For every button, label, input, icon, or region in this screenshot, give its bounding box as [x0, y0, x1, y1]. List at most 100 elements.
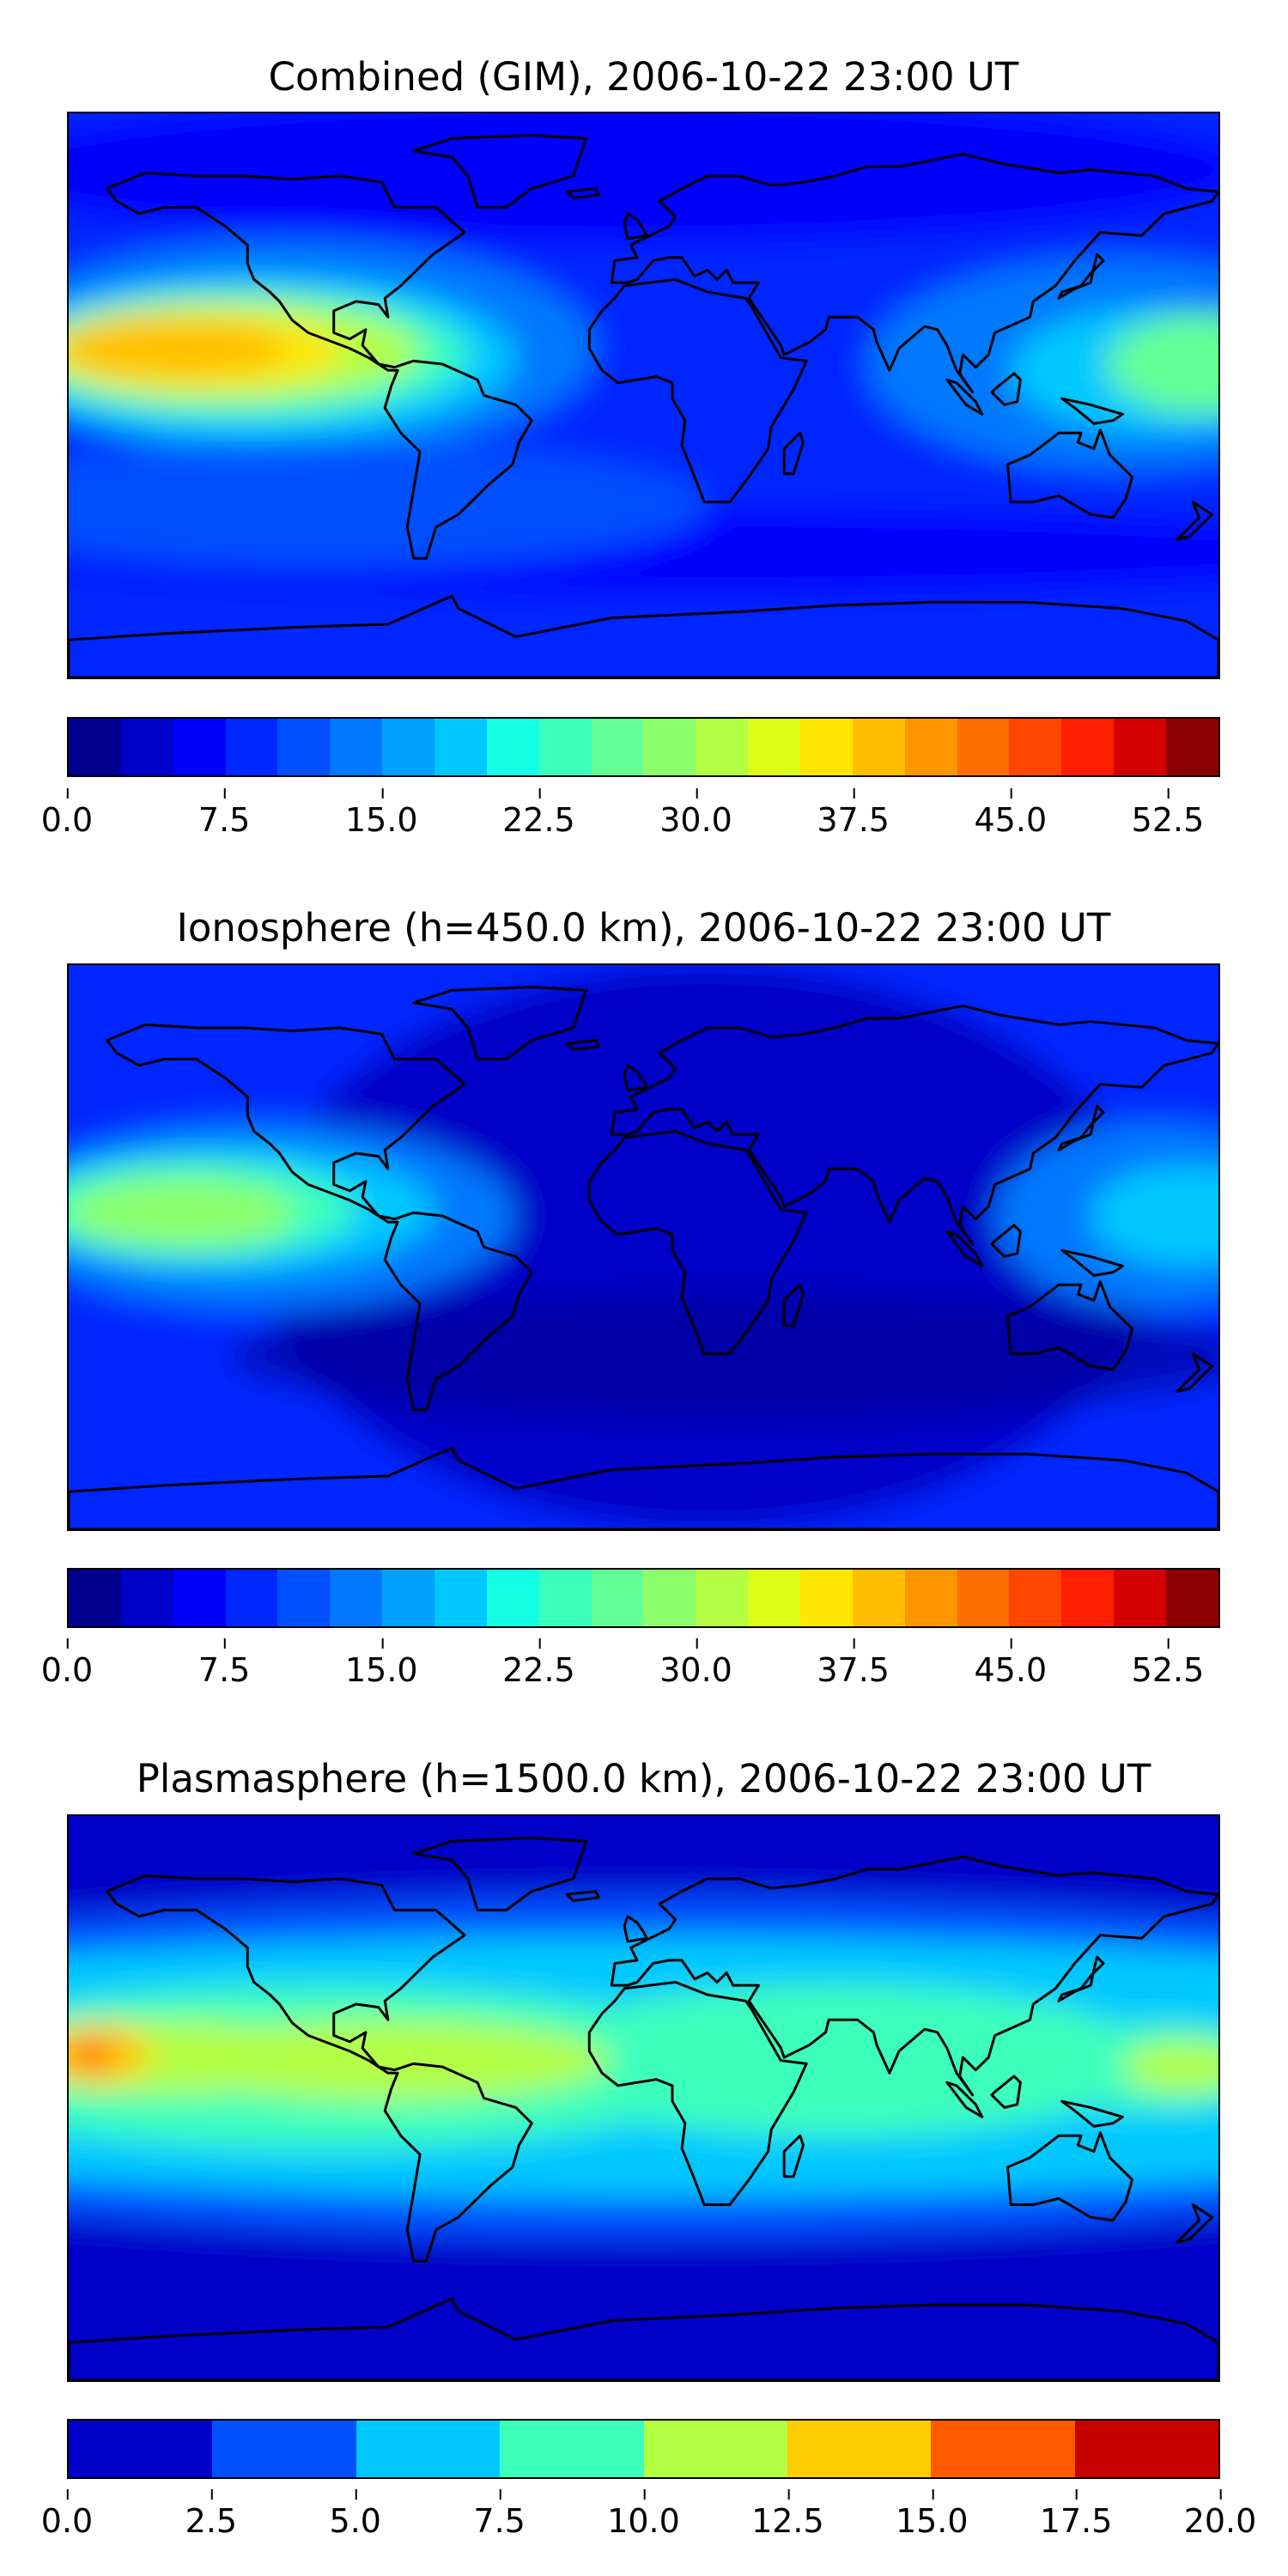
tec-map [67, 963, 1220, 1531]
coastline-iceland [565, 1890, 600, 1903]
coastline-japan [1057, 1955, 1105, 2002]
tec-map [67, 112, 1220, 679]
coastline-eurasia [610, 152, 1218, 394]
colorbar-segment [1166, 719, 1218, 775]
colorbar-tick-label: 7.5 [197, 1638, 251, 1689]
colorbar-segment [800, 719, 853, 775]
colorbar-tick-label: 52.5 [1131, 788, 1205, 839]
coastline-japan [1057, 1104, 1105, 1151]
colorbar-tick-label: 15.0 [344, 1638, 418, 1689]
coastline-madagascar [782, 2134, 805, 2178]
coastline-britain [623, 212, 648, 240]
coastline-greenland [412, 1837, 588, 1911]
coastline-americas [106, 1874, 533, 2263]
colorbar-tick-label: 0.0 [40, 788, 94, 839]
colorbar [67, 2419, 1220, 2479]
colorbar-tick-label: 30.0 [659, 788, 732, 839]
coastline-newguinea [1060, 1249, 1124, 1277]
contour-region [1106, 313, 1218, 415]
colorbar-segment [957, 1570, 1010, 1626]
colorbar-tick-label: 15.0 [895, 2489, 969, 2540]
colorbar-segment [355, 2421, 501, 2477]
coastline-sumatra [945, 378, 984, 416]
colorbar-tick-label: 22.5 [502, 1638, 575, 1689]
panel-title: Plasmasphere (h=1500.0 km), 2006-10-22 2… [136, 1756, 1151, 1801]
colorbar-segment [696, 1570, 749, 1626]
coastline-antarctica [69, 2297, 1218, 2380]
colorbar-segment [852, 1570, 905, 1626]
colorbar-segment [800, 1570, 853, 1626]
coastline-eurasia [610, 1855, 1218, 2097]
contour-region [69, 1178, 296, 1248]
colorbar-ticks: 0.0 2.5 5.0 7.5 10.0 12.5 15.0 17.5 20.0 [41, 2489, 1256, 2553]
colorbar [67, 717, 1220, 777]
colorbar-segment [1166, 1570, 1218, 1626]
coastline-newzealand [1176, 1352, 1214, 1393]
colorbar-segment [225, 1570, 278, 1626]
colorbar-segment [173, 719, 226, 775]
coastline-borneo [990, 372, 1022, 406]
colorbar-tick-label: 7.5 [197, 788, 251, 839]
colorbar-segment [787, 2421, 932, 2477]
colorbar-tick-label: 15.0 [344, 788, 418, 839]
colorbar-segment [643, 1570, 696, 1626]
colorbar-segment [748, 719, 801, 775]
coastline-australia [1006, 2131, 1134, 2222]
coastline-borneo [990, 2075, 1022, 2109]
coastline-borneo [990, 1224, 1022, 1258]
coastline-africa [587, 277, 808, 504]
colorbar-tick-label: 2.5 [185, 2489, 238, 2540]
tec-field [69, 1816, 1218, 2380]
colorbar-tick-label: 17.5 [1039, 2489, 1113, 2540]
colorbar-tick-label: 37.5 [817, 1638, 890, 1689]
contour-region [1122, 2041, 1218, 2093]
colorbar-tick-label: 37.5 [817, 788, 890, 839]
coastline-australia [1006, 428, 1134, 519]
colorbar-segment [69, 2421, 213, 2477]
tec-field [69, 113, 1218, 677]
panel-title: Ionosphere (h=450.0 km), 2006-10-22 23:0… [176, 905, 1111, 951]
colorbar-segment [1061, 719, 1115, 775]
coastline-antarctica [69, 594, 1218, 677]
colorbar-segment [591, 1570, 644, 1626]
coastline-sumatra [945, 2081, 984, 2118]
coastline-eurasia [610, 1004, 1218, 1246]
colorbar-tick-label: 12.5 [751, 2489, 824, 2540]
colorbar-segment [1009, 719, 1062, 775]
tec-map [67, 1814, 1220, 2382]
colorbar-segment [69, 719, 121, 775]
colorbar-segment [904, 1570, 957, 1626]
colorbar-segment [696, 719, 749, 775]
coastline-newguinea [1060, 2099, 1124, 2128]
map-canvas [69, 1816, 1218, 2380]
colorbar-segment [120, 1570, 173, 1626]
coastline-greenland [412, 986, 588, 1060]
colorbar-tick-label: 5.0 [329, 2489, 381, 2540]
panel-title: Combined (GIM), 2006-10-22 23:00 UT [268, 54, 1019, 100]
colorbar-segment [500, 2421, 644, 2477]
coastline-americas [106, 171, 533, 560]
coastline-madagascar [782, 431, 805, 476]
colorbar-tick-label: 45.0 [974, 788, 1048, 839]
colorbar-segment [904, 719, 957, 775]
colorbar-segment [486, 719, 539, 775]
colorbar-tick-label: 0.0 [40, 2489, 94, 2540]
contour-region [69, 442, 708, 568]
coastline-britain [623, 1064, 648, 1092]
contour-region [69, 113, 1218, 246]
colorbar-segment [69, 1570, 121, 1626]
map-canvas [69, 113, 1218, 677]
colorbar-ticks: 0.0 7.5 15.0 22.5 30.0 37.5 45.0 52.5 [41, 788, 1220, 852]
colorbar-segment [277, 719, 331, 775]
colorbar-segment [538, 719, 592, 775]
coastline-africa [587, 1129, 808, 1356]
colorbar-segment [277, 1570, 331, 1626]
colorbar-tick-label: 0.0 [40, 1638, 94, 1689]
colorbar-segment [382, 1570, 435, 1626]
contour-region [69, 2041, 117, 2067]
colorbar-segment [591, 719, 644, 775]
colorbar-tick-label: 7.5 [473, 2489, 526, 2540]
colorbar-segment [1061, 1570, 1115, 1626]
coastline-americas [106, 1023, 533, 1412]
colorbar-segment [852, 719, 905, 775]
